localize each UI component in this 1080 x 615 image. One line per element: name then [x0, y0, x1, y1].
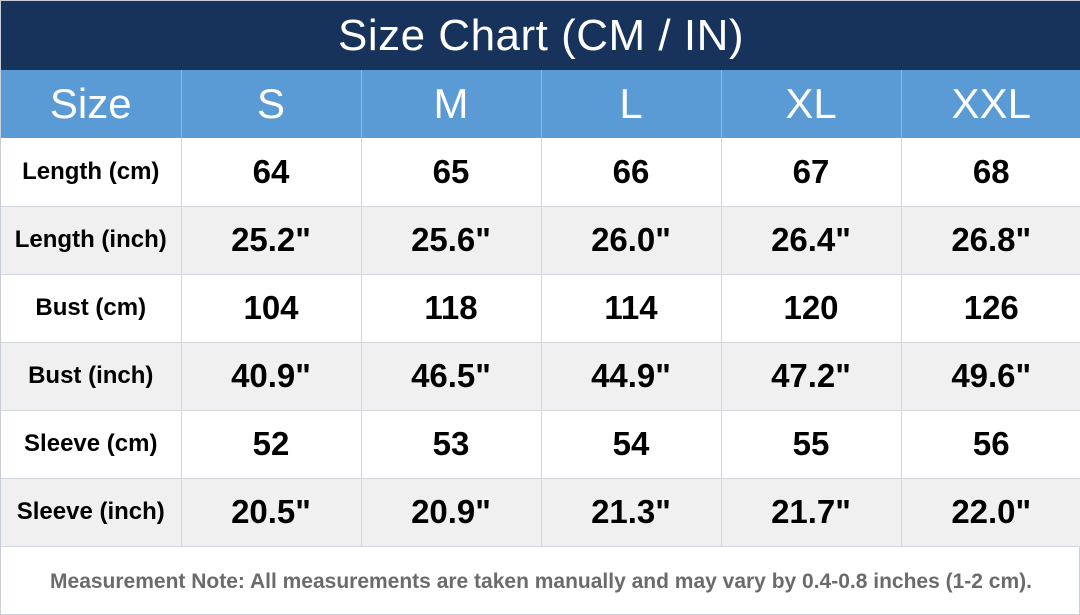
size-value-cell: 65	[361, 138, 542, 207]
header-row: Size S M L XL XXL	[1, 70, 1080, 138]
row-label: Sleeve (cm)	[1, 410, 182, 479]
size-value-cell: 53	[361, 410, 542, 479]
row-label: Length (inch)	[1, 206, 182, 275]
size-value-cell: 25.2"	[181, 206, 362, 275]
size-value-cell: 54	[541, 410, 722, 479]
size-value-cell: 26.8"	[901, 206, 1080, 275]
size-table: Size S M L XL XXL Length (cm) 64 65 66 67 68 L…	[1, 70, 1080, 547]
size-value-cell: 67	[721, 138, 902, 207]
size-value-cell: 21.7"	[721, 478, 902, 547]
row-label: Length (cm)	[1, 138, 182, 207]
table-body: Length (cm) 64 65 66 67 68 Length (inch) 25.2" 2…	[1, 138, 1080, 547]
row-label: Bust (cm)	[1, 274, 182, 343]
table-row: Sleeve (inch) 20.5" 20.9" 21.3" 21.7" 22.0"	[1, 478, 1080, 547]
size-value-cell: 26.0"	[541, 206, 722, 275]
size-value-cell: 64	[181, 138, 362, 207]
size-value-cell: 52	[181, 410, 362, 479]
size-value-cell: 20.5"	[181, 478, 362, 547]
size-column-header: XL	[721, 70, 902, 138]
size-value-cell: 49.6"	[901, 342, 1080, 411]
size-value-cell: 114	[541, 274, 722, 343]
row-label: Bust (inch)	[1, 342, 182, 411]
size-column-header: L	[541, 70, 722, 138]
size-value-cell: 47.2"	[721, 342, 902, 411]
table-row: Length (inch) 25.2" 25.6" 26.0" 26.4" 26.8"	[1, 206, 1080, 275]
size-column-header: XXL	[901, 70, 1080, 138]
size-value-cell: 20.9"	[361, 478, 542, 547]
measurement-note: Measurement Note: All measurements are t…	[50, 569, 1032, 593]
size-value-cell: 118	[361, 274, 542, 343]
size-value-cell: 25.6"	[361, 206, 542, 275]
size-value-cell: 26.4"	[721, 206, 902, 275]
chart-title: Size Chart (CM / IN)	[1, 1, 1080, 70]
size-column-header: S	[181, 70, 362, 138]
table-row: Sleeve (cm) 52 53 54 55 56	[1, 410, 1080, 479]
table-row: Bust (cm) 104 118 114 120 126	[1, 274, 1080, 343]
size-value-cell: 120	[721, 274, 902, 343]
size-value-cell: 46.5"	[361, 342, 542, 411]
size-value-cell: 66	[541, 138, 722, 207]
table-row: Bust (inch) 40.9" 46.5" 44.9" 47.2" 49.6"	[1, 342, 1080, 411]
size-value-cell: 56	[901, 410, 1080, 479]
size-value-cell: 104	[181, 274, 362, 343]
size-header-label: Size	[1, 70, 182, 138]
table-row: Length (cm) 64 65 66 67 68	[1, 138, 1080, 207]
size-value-cell: 22.0"	[901, 478, 1080, 547]
size-column-header: M	[361, 70, 542, 138]
size-value-cell: 21.3"	[541, 478, 722, 547]
size-value-cell: 68	[901, 138, 1080, 207]
size-value-cell: 126	[901, 274, 1080, 343]
size-value-cell: 44.9"	[541, 342, 722, 411]
size-value-cell: 55	[721, 410, 902, 479]
size-value-cell: 40.9"	[181, 342, 362, 411]
row-label: Sleeve (inch)	[1, 478, 182, 547]
